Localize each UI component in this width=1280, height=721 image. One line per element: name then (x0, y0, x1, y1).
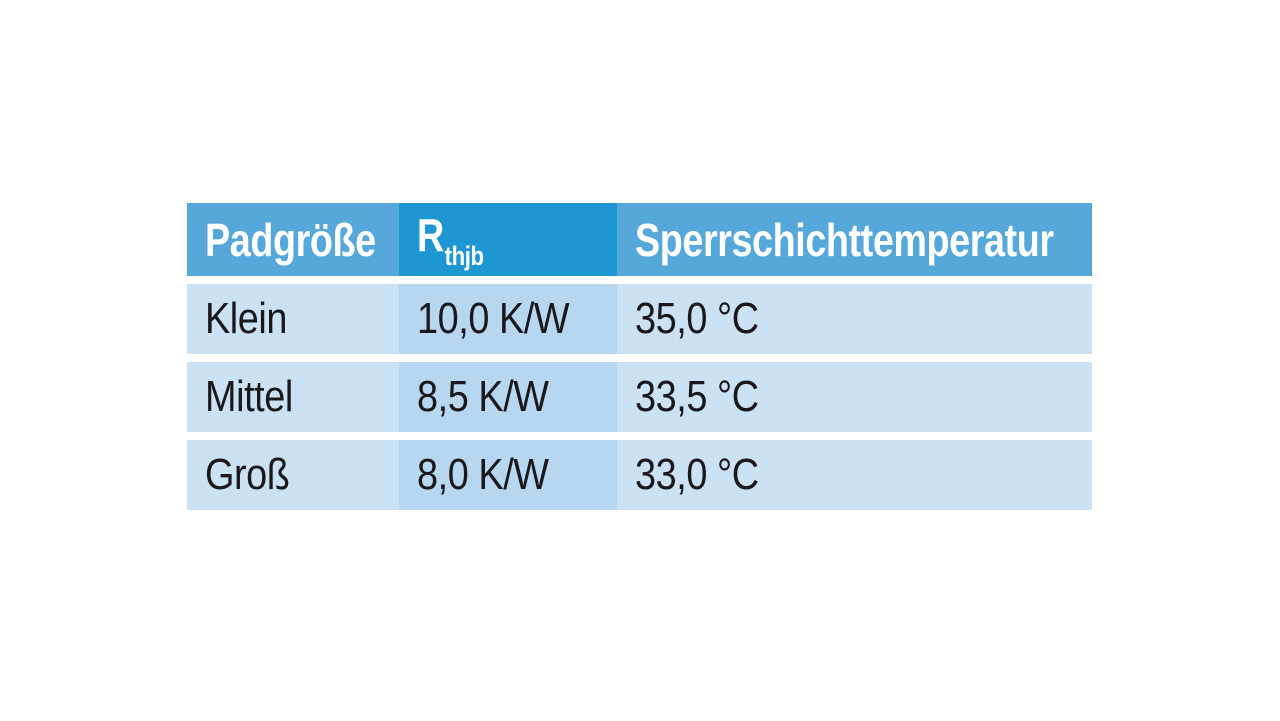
table-cell: 33,0 °C (617, 440, 1092, 510)
table-cell: Klein (187, 284, 399, 354)
r-symbol: R (417, 208, 444, 261)
header-cell-padgroesse: Padgröße (187, 203, 399, 276)
pad-size-value: Mittel (205, 372, 293, 421)
table-row: Mittel 8,5 K/W 33,5 °C (187, 362, 1092, 432)
thermal-resistance-value: 10,0 K/W (417, 294, 570, 343)
pad-size-table: Padgröße Rthjb Sperrschichttemperatur Kl… (187, 203, 1092, 510)
table-cell: 33,5 °C (617, 362, 1092, 432)
thermal-resistance-value: 8,0 K/W (417, 450, 549, 499)
table-cell: 8,5 K/W (399, 362, 617, 432)
table-cell: Mittel (187, 362, 399, 432)
table-row: Groß 8,0 K/W 33,0 °C (187, 440, 1092, 510)
junction-temperature-value: 33,5 °C (635, 372, 759, 421)
header-cell-sperrschichttemperatur: Sperrschichttemperatur (617, 203, 1092, 276)
pad-size-value: Klein (205, 294, 287, 343)
column-header-label: Padgröße (205, 213, 376, 266)
table-cell: 8,0 K/W (399, 440, 617, 510)
thermal-resistance-value: 8,5 K/W (417, 372, 549, 421)
table-cell: 10,0 K/W (399, 284, 617, 354)
column-header-label: Sperrschichttemperatur (635, 213, 1054, 266)
header-cell-rthjb: Rthjb (399, 203, 617, 276)
r-subscript: thjb (444, 240, 484, 271)
table-cell: Groß (187, 440, 399, 510)
table-cell: 35,0 °C (617, 284, 1092, 354)
column-header-label: Rthjb (417, 208, 484, 272)
table-row: Klein 10,0 K/W 35,0 °C (187, 284, 1092, 354)
junction-temperature-value: 35,0 °C (635, 294, 759, 343)
table-header-row: Padgröße Rthjb Sperrschichttemperatur (187, 203, 1092, 276)
junction-temperature-value: 33,0 °C (635, 450, 759, 499)
pad-size-value: Groß (205, 450, 290, 499)
